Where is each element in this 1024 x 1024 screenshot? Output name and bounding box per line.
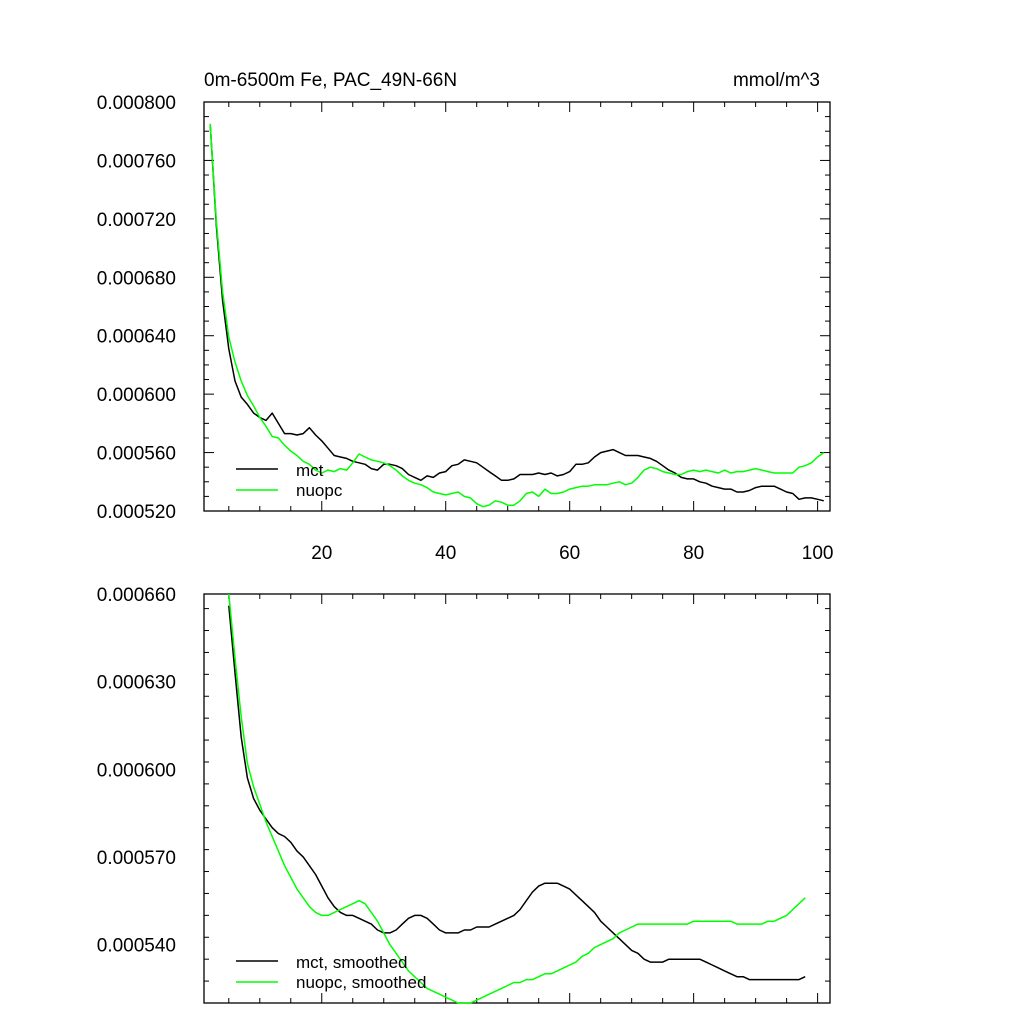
legend-label-mct: mct: [296, 461, 324, 480]
y-tick-label: 0.000570: [97, 848, 176, 869]
y-tick-label: 0.000640: [97, 327, 176, 348]
y-tick-label: 0.000520: [97, 502, 176, 523]
y-tick-label: 0.000540: [97, 936, 176, 957]
y-tick-label: 0.000630: [97, 673, 176, 694]
x-tick-label: 100: [802, 543, 834, 564]
legend: mct nuopc: [236, 461, 343, 500]
y-tick-label: 0.000600: [97, 385, 176, 406]
y-tick-label: 0.000660: [97, 585, 176, 606]
y-tick-label: 0.000560: [97, 444, 176, 465]
series-line-nuopc: [209, 123, 825, 508]
series-lines: [228, 593, 806, 1004]
tick-marks: [204, 101, 830, 512]
x-tick-labels: 20 40 60 80 100: [311, 543, 833, 564]
y-tick-label: 0.000800: [97, 93, 176, 114]
series-line-mct-smoothed: [228, 605, 806, 981]
legend: mct, smoothed nuopc, smoothed: [236, 953, 426, 992]
x-tick-label: 40: [435, 543, 456, 564]
y-tick-labels: 0.000540 0.000570 0.000600 0.000630 0.000660: [97, 585, 176, 957]
x-tick-label: 80: [683, 543, 704, 564]
series-line-mct: [209, 123, 824, 502]
units-label: mmol/m^3: [733, 70, 820, 91]
y-tick-label: 0.000720: [97, 210, 176, 231]
series-lines: [209, 123, 825, 508]
plot-frame: [203, 593, 831, 1004]
tick-marks: [204, 594, 830, 1004]
y-tick-labels: 0.000520 0.000560 0.000600 0.000640 0.000680…: [97, 93, 176, 523]
y-tick-label: 0.000760: [97, 151, 176, 172]
legend-label-nuopc-smoothed: nuopc, smoothed: [296, 973, 426, 992]
top-panel: 0m-6500m Fe, PAC_49N-66N mmol/m^3 0.0005…: [97, 70, 834, 564]
x-tick-label: 20: [311, 543, 332, 564]
y-tick-label: 0.000600: [97, 760, 176, 781]
chart-title: 0m-6500m Fe, PAC_49N-66N: [204, 70, 457, 91]
legend-label-mct-smoothed: mct, smoothed: [296, 953, 408, 972]
legend-label-nuopc: nuopc: [296, 481, 343, 500]
x-tick-label: 60: [559, 543, 580, 564]
series-line-nuopc-smoothed: [228, 593, 806, 1004]
bottom-panel: 0.000540 0.000570 0.000600 0.000630 0.000660…: [97, 585, 831, 1004]
plot-frame: [203, 101, 831, 512]
y-tick-label: 0.000680: [97, 268, 176, 289]
